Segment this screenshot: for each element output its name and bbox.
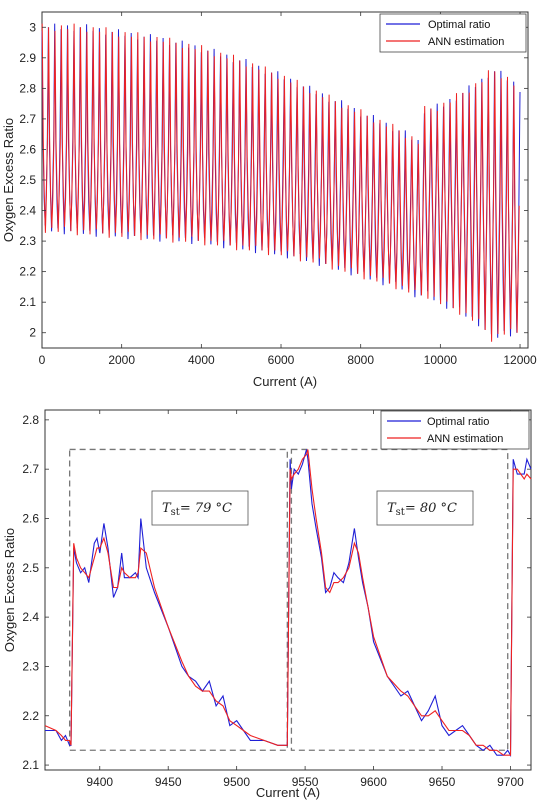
bottom-legend: Optimal ratio ANN estimation bbox=[380, 410, 530, 450]
top-x-tick-label: 8000 bbox=[347, 353, 374, 367]
top-y-tick-label: 2.3 bbox=[19, 234, 36, 248]
bottom-x-tick-label: 9600 bbox=[360, 775, 387, 789]
top-y-axis-label: Oxygen Excess Ratio bbox=[1, 118, 16, 242]
bottom-y-tick-label: 2.5 bbox=[22, 561, 39, 575]
bottom-x-tick-label: 9550 bbox=[292, 775, 319, 789]
bottom-ticks-group: 9400 9450 9500 9550 9600 9650 9700 2.1 2.2 2.3 2.4… bbox=[22, 410, 531, 789]
top-y-tick-label: 2.6 bbox=[19, 142, 36, 156]
annotation-80-box bbox=[376, 490, 474, 526]
bottom-y-tick-label: 2.3 bbox=[22, 659, 39, 673]
bottom-y-tick-label: 2.7 bbox=[22, 462, 39, 476]
top-y-tick-label: 2.1 bbox=[19, 295, 36, 309]
top-y-tick-label: 2 bbox=[29, 326, 36, 340]
annotation-80: Tst= 80 °C bbox=[376, 490, 474, 526]
top-series-ann-line bbox=[41, 23, 520, 342]
top-x-tick-label: 4000 bbox=[188, 353, 215, 367]
top-x-tick-label: 0 bbox=[39, 353, 46, 367]
bottom-y-tick-label: 2.8 bbox=[22, 413, 39, 427]
bottom-series-optimal-line bbox=[45, 449, 532, 758]
top-y-tick-label: 2.5 bbox=[19, 173, 36, 187]
bottom-y-axis-label: Oxygen Excess Ratio bbox=[2, 528, 17, 652]
annotation-79: Tst= 79 °C bbox=[151, 490, 249, 526]
bottom-boxes-group bbox=[68, 448, 509, 751]
bottom-series-ann-line bbox=[44, 449, 532, 756]
top-chart: 0 2000 4000 6000 8000 10000 12000 2 2.1 2.2 2.3 2.4… bbox=[1, 11, 537, 389]
top-ticks-group: 0 2000 4000 6000 8000 10000 12000 2 2.1 2.2 2.3 2.4… bbox=[19, 12, 537, 367]
top-legend: Optimal ratio ANN estimation bbox=[379, 13, 527, 53]
bottom-chart: 9400 9450 9500 9550 9600 9650 9700 2.1 2.2 2.3 2.4… bbox=[2, 409, 532, 800]
top-x-tick-label: 2000 bbox=[108, 353, 135, 367]
bottom-y-tick-label: 2.6 bbox=[22, 511, 39, 525]
dashed-region-box-2 bbox=[290, 448, 509, 751]
annotation-79-box bbox=[151, 490, 249, 526]
bottom-legend-label-ann: ANN estimation bbox=[427, 433, 503, 445]
top-y-tick-label: 2.2 bbox=[19, 265, 36, 279]
bottom-x-tick-label: 9500 bbox=[223, 775, 250, 789]
bottom-x-tick-label: 9700 bbox=[497, 775, 524, 789]
top-legend-box bbox=[379, 13, 527, 53]
annotation-80-text: Tst= 80 °C bbox=[387, 501, 457, 518]
top-y-tick-label: 2.4 bbox=[19, 204, 36, 218]
top-legend-label-optimal: Optimal ratio bbox=[428, 19, 490, 31]
bottom-y-tick-label: 2.1 bbox=[22, 758, 39, 772]
bottom-series-group bbox=[44, 449, 532, 758]
bottom-y-tick-label: 2.4 bbox=[22, 610, 39, 624]
bottom-x-axis-label: Current (A) bbox=[256, 785, 320, 800]
top-y-tick-label: 2.7 bbox=[19, 112, 36, 126]
top-y-tick-label: 2.9 bbox=[19, 51, 36, 65]
top-legend-label-ann: ANN estimation bbox=[428, 36, 504, 48]
bottom-x-tick-label: 9450 bbox=[155, 775, 182, 789]
top-x-tick-label: 10000 bbox=[424, 353, 458, 367]
top-series-group bbox=[41, 23, 521, 342]
bottom-x-tick-label: 9400 bbox=[86, 775, 113, 789]
bottom-x-tick-label: 9650 bbox=[429, 775, 456, 789]
top-x-tick-label: 6000 bbox=[268, 353, 295, 367]
top-x-tick-label: 12000 bbox=[503, 353, 537, 367]
bottom-legend-box bbox=[380, 410, 530, 450]
bottom-y-tick-label: 2.2 bbox=[22, 709, 39, 723]
bottom-legend-label-optimal: Optimal ratio bbox=[427, 416, 489, 428]
top-y-tick-label: 2.8 bbox=[19, 81, 36, 95]
top-y-tick-label: 3 bbox=[29, 20, 36, 34]
top-x-axis-label: Current (A) bbox=[253, 374, 317, 389]
annotation-79-text: Tst= 79 °C bbox=[162, 501, 232, 518]
